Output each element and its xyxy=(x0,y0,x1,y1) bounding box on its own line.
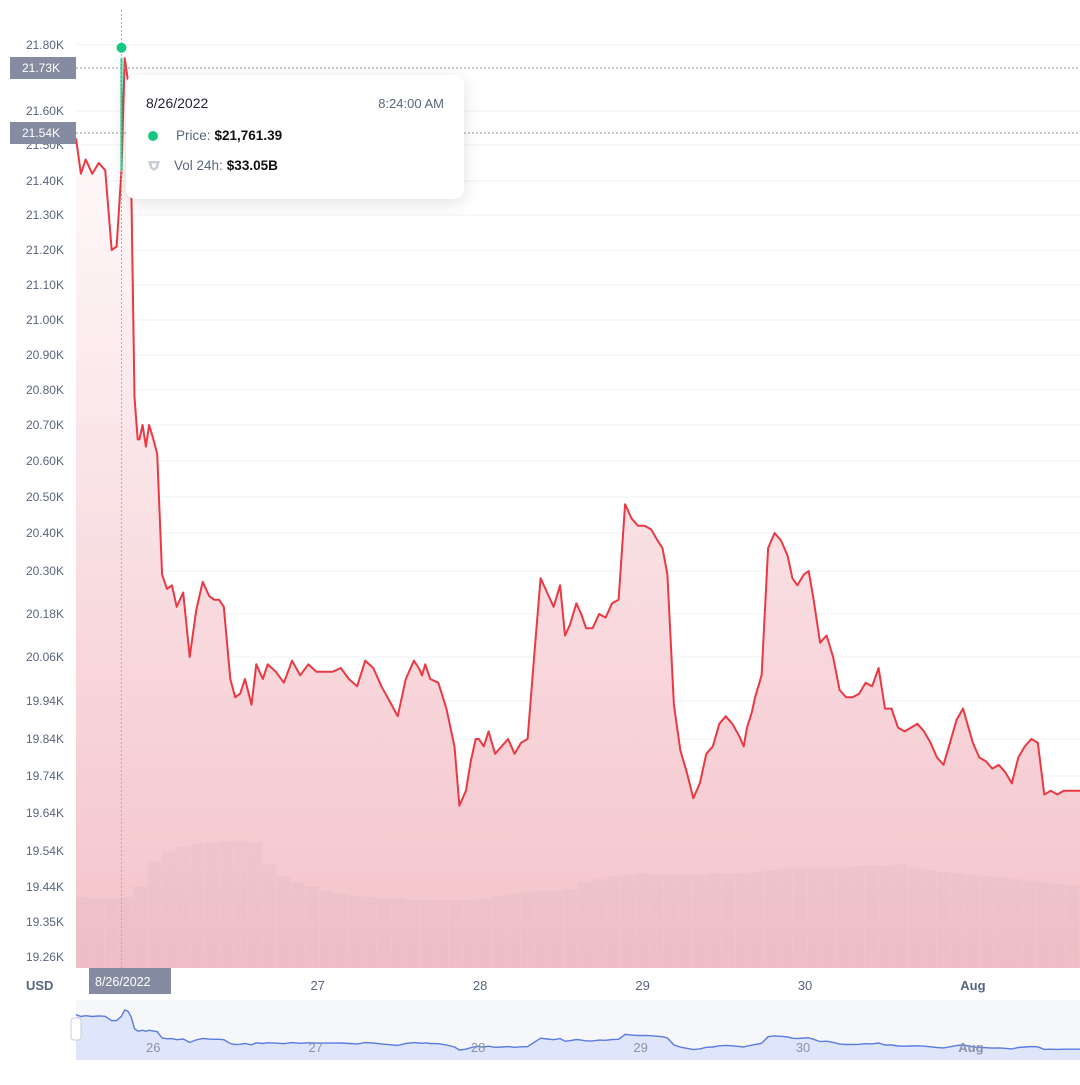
navigator-tick-label: Aug xyxy=(958,1040,983,1055)
y-tick-label: 20.60K xyxy=(26,454,64,468)
y-tick-label: 20.90K xyxy=(26,348,64,362)
shield-icon xyxy=(148,160,160,171)
tooltip-price-row: Price: $21,761.39 xyxy=(146,128,282,143)
reference-price-tag-bg xyxy=(10,122,76,144)
navigator-tick-label: 27 xyxy=(308,1040,322,1055)
y-tick-label: 21.40K xyxy=(26,174,64,188)
y-tick-label: 19.26K xyxy=(26,950,64,964)
y-tick-label: 19.54K xyxy=(26,844,64,858)
y-tick-label: 20.70K xyxy=(26,418,64,432)
y-tick-label: 19.94K xyxy=(26,694,64,708)
tooltip-time: 8:24:00 AM xyxy=(378,96,444,111)
x-tick-label: 28 xyxy=(473,978,487,993)
navigator-handle[interactable] xyxy=(70,1017,82,1041)
navigator-tick-label: 26 xyxy=(146,1040,160,1055)
navigator-area xyxy=(76,1010,1080,1060)
y-tick-label: 20.30K xyxy=(26,564,64,578)
x-tick-label: Aug xyxy=(960,978,985,993)
chart-tooltip: 8/26/2022 8:24:00 AM Price: $21,761.39 V… xyxy=(126,75,464,199)
y-tick-label: 21.30K xyxy=(26,208,64,222)
x-tick-label: 27 xyxy=(310,978,324,993)
y-tick-label: 19.35K xyxy=(26,915,64,929)
y-tick-label: 19.74K xyxy=(26,769,64,783)
crosshair-date-tag-bg xyxy=(89,968,171,994)
y-tick-label: 19.44K xyxy=(26,880,64,894)
crosshair-price-tag-bg xyxy=(10,57,76,79)
crosshair-date-tag: 8/26/2022 xyxy=(95,975,151,989)
crosshair-price-tag: 21.73K xyxy=(22,61,60,75)
x-tick-label: 29 xyxy=(635,978,649,993)
y-tick-label: 21.00K xyxy=(26,313,64,327)
currency-label: USD xyxy=(26,978,53,993)
price-area xyxy=(76,58,1080,968)
tooltip-price-label: Price: xyxy=(176,128,211,143)
y-tick-label: 20.40K xyxy=(26,526,64,540)
green-dot-icon xyxy=(148,130,158,141)
navigator-tick-label: 29 xyxy=(633,1040,647,1055)
price-line xyxy=(75,57,1080,807)
y-tick-label: 21.10K xyxy=(26,278,64,292)
y-tick-label: 20.18K xyxy=(26,607,64,621)
y-tick-label: 20.06K xyxy=(26,650,64,664)
navigator-tick-label: 30 xyxy=(796,1040,810,1055)
y-tick-label: 19.84K xyxy=(26,732,64,746)
hover-point xyxy=(116,42,127,53)
tooltip-volume-value: $33.05B xyxy=(226,158,278,173)
y-tick-label: 20.50K xyxy=(26,490,64,504)
y-tick-label: 20.80K xyxy=(26,383,64,397)
tooltip-volume-row: Vol 24h: $33.05B xyxy=(146,158,278,173)
reference-price-tag: 21.54K xyxy=(22,126,60,140)
y-tick-label: 21.80K xyxy=(26,38,64,52)
navigator-tick-label: 28 xyxy=(471,1040,485,1055)
x-tick-label: 30 xyxy=(798,978,812,993)
tooltip-date: 8/26/2022 xyxy=(146,95,209,111)
navigator-line xyxy=(75,1009,1080,1051)
y-tick-label: 21.20K xyxy=(26,243,64,257)
y-tick-label: 21.60K xyxy=(26,104,64,118)
tooltip-price-value: $21,761.39 xyxy=(214,128,283,143)
y-tick-label: 19.64K xyxy=(26,806,64,820)
tooltip-volume-label: Vol 24h: xyxy=(174,158,223,173)
